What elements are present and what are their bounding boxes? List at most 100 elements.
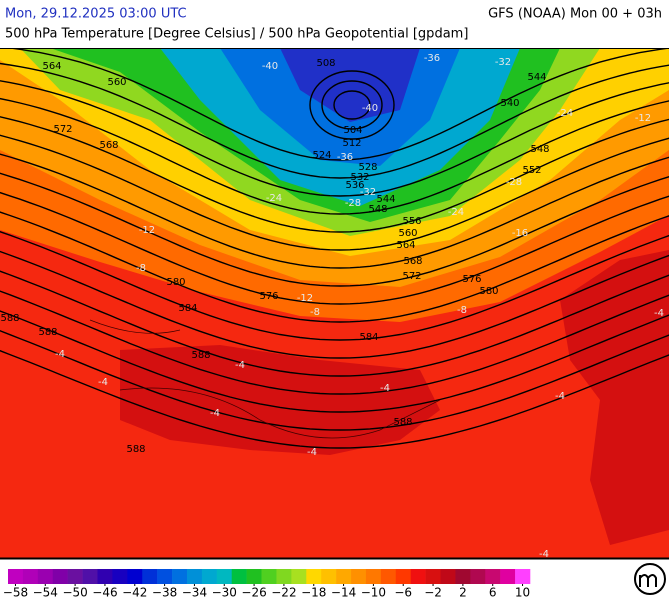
temperature-label: -4 xyxy=(210,408,220,419)
geopotential-label: 572 xyxy=(402,271,421,282)
geopotential-contour xyxy=(0,330,669,431)
legend-swatch xyxy=(157,569,173,584)
geopotential-label: 536 xyxy=(345,180,364,191)
geopotential-contour xyxy=(0,62,669,179)
geopotential-label: 528 xyxy=(358,162,377,173)
geopotential-label: 564 xyxy=(42,61,61,72)
geopotential-contour xyxy=(0,116,669,233)
geopotential-contour xyxy=(309,70,395,140)
warm-core xyxy=(120,345,440,455)
geopotential-label: 580 xyxy=(479,286,498,297)
legend-swatch xyxy=(425,569,441,584)
legend-swatch xyxy=(142,569,158,584)
geopotential-label: 544 xyxy=(527,72,546,83)
geopotential-label: 580 xyxy=(166,277,185,288)
legend-swatch xyxy=(37,569,54,584)
geopotential-label: 568 xyxy=(99,140,118,151)
geopotential-contour xyxy=(0,290,669,395)
temperature-label: -8 xyxy=(457,305,467,316)
geopotential-label: 564 xyxy=(396,240,415,251)
geopotential-contour xyxy=(333,90,371,120)
legend-swatch xyxy=(336,569,352,584)
temperature-label: -8 xyxy=(310,307,320,318)
temperature-label: -4 xyxy=(555,391,565,402)
geopotential-contour xyxy=(0,80,669,197)
legend-tick-label: −18 xyxy=(301,586,326,600)
subtitle: 500 hPa Temperature [Degree Celsius] / 5… xyxy=(5,27,468,42)
temperature-label: -4 xyxy=(654,308,664,319)
logo xyxy=(634,563,666,595)
legend-tick-label: −54 xyxy=(33,586,58,600)
warm-core xyxy=(560,250,669,545)
geopotential-label: 508 xyxy=(316,58,335,69)
legend-swatch xyxy=(127,569,143,584)
temperature-label: -40 xyxy=(362,103,378,114)
geopotential-label: 556 xyxy=(402,216,421,227)
legend-tick-label: −34 xyxy=(182,586,207,600)
temperature-label: -16 xyxy=(512,228,528,239)
temperature-label: -12 xyxy=(139,225,155,236)
geopotential-label: 504 xyxy=(343,125,362,136)
temperature-label: -32 xyxy=(495,57,511,68)
temperature-label: -4 xyxy=(55,349,65,360)
geopotential-label: 588 xyxy=(393,417,412,428)
legend-tick-label: −2 xyxy=(424,586,442,600)
legend-swatch xyxy=(470,569,486,584)
geopotential-label: 584 xyxy=(359,332,378,343)
geopotential-label: 548 xyxy=(368,204,387,215)
legend-swatch xyxy=(261,569,277,584)
temperature-label: -24 xyxy=(266,193,282,204)
temperature-label: -4 xyxy=(235,360,245,371)
geopotential-label: 588 xyxy=(191,350,210,361)
geopotential-contour xyxy=(321,80,383,130)
geopotential-contour xyxy=(0,250,669,359)
legend-swatch xyxy=(395,569,411,584)
temperature-label: -24 xyxy=(557,108,573,119)
temperature-label: -4 xyxy=(380,383,390,394)
geopotential-contour xyxy=(0,153,669,269)
geopotential-label: 560 xyxy=(398,228,417,239)
temperature-label: -32 xyxy=(360,187,376,198)
legend-tick-label: −50 xyxy=(62,586,87,600)
geopotential-contour xyxy=(0,211,669,323)
geopotential-label: 560 xyxy=(107,77,126,88)
legend-swatch xyxy=(22,569,39,584)
legend-tick-label: −14 xyxy=(331,586,356,600)
legend-swatch xyxy=(276,569,292,584)
legend-swatch xyxy=(201,569,218,584)
legend-swatch xyxy=(52,569,68,584)
temperature-label: -36 xyxy=(337,152,353,163)
color-legend: −58 −54 −50 −46 −42 −38 −34 −30 −26 −22 −18 −14 −10−… xyxy=(3,569,531,600)
map: 5645605725685085045125245285325365445485… xyxy=(0,48,669,560)
geopotential-contour xyxy=(0,230,669,341)
geopotential-label: 588 xyxy=(126,444,145,455)
temperature-label: -8 xyxy=(136,263,146,274)
temperature-label: -4 xyxy=(539,549,549,560)
model-run: GFS (NOAA) Mon 00 + 03h xyxy=(488,7,662,22)
legend-tick-label: 6 xyxy=(489,586,497,600)
geopotential-label: 548 xyxy=(530,144,549,155)
legend-swatch xyxy=(246,569,262,584)
legend-tick-label: −46 xyxy=(92,586,117,600)
temperature-label: -12 xyxy=(297,293,313,304)
legend-swatch xyxy=(351,569,367,584)
geopotential-label: 572 xyxy=(53,124,72,135)
legend-tick-label: −6 xyxy=(394,586,412,600)
temperature-band xyxy=(280,48,420,122)
legend-tick-label: −58 xyxy=(3,586,28,600)
legend-swatch xyxy=(82,569,98,584)
datetime: Mon, 29.12.2025 03:00 UTC xyxy=(5,7,187,22)
legend-swatch xyxy=(67,569,83,584)
geopotential-label: 588 xyxy=(38,327,57,338)
legend-swatch xyxy=(321,569,337,584)
legend-swatch xyxy=(306,569,322,584)
legend-swatch xyxy=(216,569,233,584)
legend-tick-label: −38 xyxy=(152,586,177,600)
geopotential-label: 532 xyxy=(350,172,369,183)
legend-swatch xyxy=(291,569,307,584)
legend-tick-label: 10 xyxy=(515,586,530,600)
geopotential-contour xyxy=(0,97,669,215)
temperature-label: -28 xyxy=(506,177,522,188)
geopotential-contour xyxy=(4,48,669,161)
legend-swatch xyxy=(380,569,397,584)
